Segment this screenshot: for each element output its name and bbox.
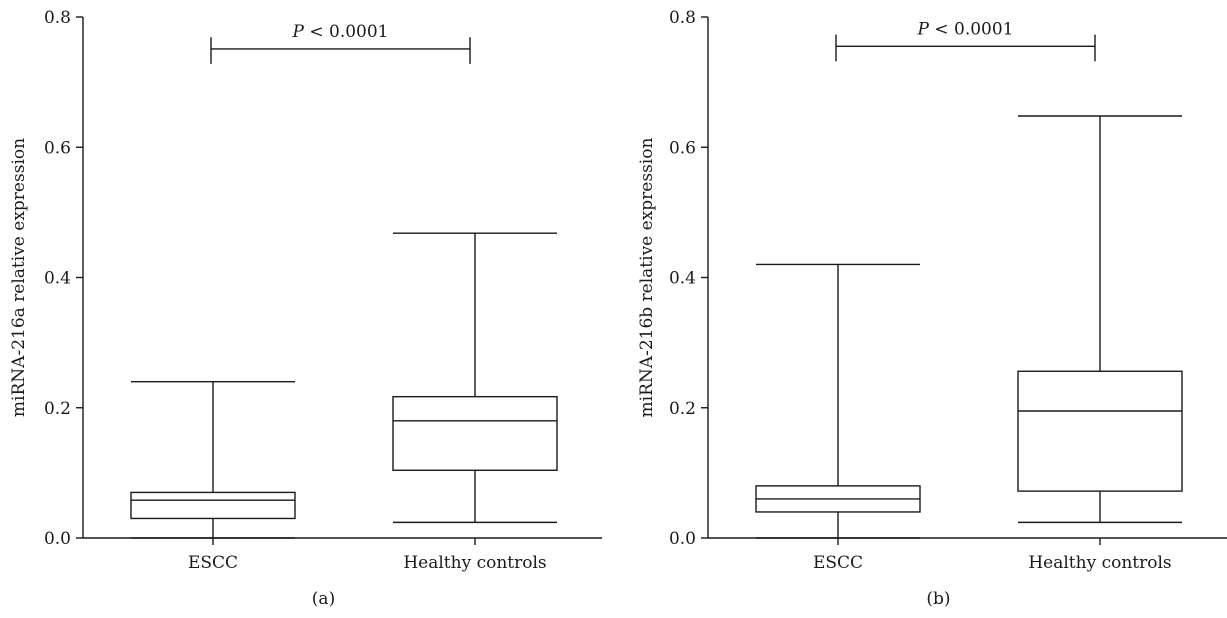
box-healthy-controls — [1017, 115, 1183, 524]
y-axis-title: miRNA-216b relative expression — [637, 138, 657, 418]
box-iqr — [130, 491, 296, 520]
y-axis-title: miRNA-216a relative expression — [9, 138, 29, 417]
p-text: < 0.0001 — [929, 19, 1014, 39]
p-symbol: P — [292, 22, 305, 42]
y-tick-label: 0.6 — [669, 138, 696, 158]
chart-panel-a: 0.0 0.2 0.4 0.6 0.8 ESCC Healthy controls miRNA… — [9, 8, 602, 609]
y-tick-label: 0.2 — [44, 399, 71, 419]
p-value-label: P < 0.0001 — [292, 22, 389, 42]
significance-bracket: P < 0.0001 — [210, 22, 471, 64]
y-tick-label: 0.2 — [669, 399, 696, 419]
panel-label: (a) — [312, 589, 335, 609]
p-symbol: P — [917, 19, 930, 39]
x-category-label: ESCC — [813, 553, 863, 573]
panel-label: (b) — [926, 589, 950, 609]
p-text: < 0.0001 — [304, 22, 389, 42]
y-tick-label: 0.6 — [44, 138, 71, 158]
x-category-label: Healthy controls — [1028, 553, 1171, 573]
box-healthy-controls — [392, 232, 558, 524]
y-tick-label: 0.8 — [44, 8, 71, 28]
y-tick-label: 0.4 — [669, 269, 696, 289]
box-iqr — [392, 395, 558, 471]
significance-bracket: P < 0.0001 — [835, 19, 1096, 62]
y-tick-label: 0.0 — [44, 529, 71, 549]
p-value-label: P < 0.0001 — [917, 19, 1014, 39]
y-tick-label: 0.4 — [44, 269, 71, 289]
y-tick-label: 0.8 — [669, 8, 696, 28]
chart-panel-b: 0.0 0.2 0.4 0.6 0.8 ESCC Healthy controls miRNA… — [637, 8, 1227, 609]
x-category-label: Healthy controls — [403, 553, 546, 573]
x-category-label: ESCC — [188, 553, 238, 573]
box-escc — [130, 381, 296, 539]
box-iqr — [1017, 370, 1183, 492]
box-escc — [755, 263, 921, 539]
y-tick-label: 0.0 — [669, 529, 696, 549]
